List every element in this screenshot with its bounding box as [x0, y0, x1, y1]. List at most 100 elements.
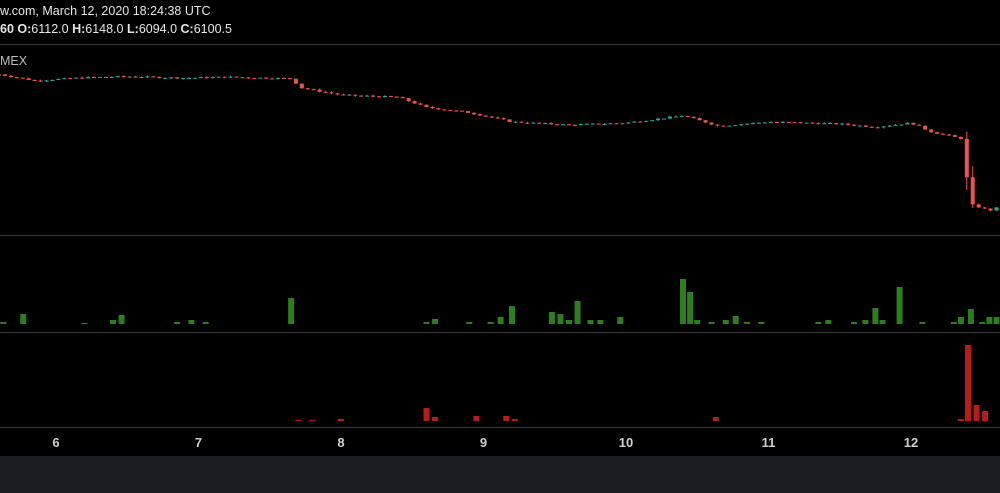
- candle-body: [561, 124, 566, 126]
- sell-volume-bar: [309, 420, 316, 421]
- candle-body: [745, 123, 750, 125]
- sell-volume-bar: [432, 417, 439, 421]
- buy-volume-bar: [566, 320, 572, 324]
- close-label: C:: [180, 22, 194, 36]
- close-value: 6100.5: [193, 22, 232, 36]
- buy-volume-bar: [967, 309, 974, 324]
- candle-body: [964, 138, 969, 178]
- candle-body: [359, 95, 364, 97]
- buy-volume-bar: [288, 298, 295, 324]
- candle-body: [335, 93, 340, 95]
- candle-body: [822, 123, 827, 125]
- buy-volume-bar: [432, 319, 439, 324]
- candle-body: [472, 112, 476, 115]
- candle-body: [92, 76, 96, 78]
- candle-body: [952, 135, 957, 137]
- candle-body: [454, 110, 459, 112]
- buy-volume-bar: [202, 322, 209, 324]
- buy-volume-bar: [20, 314, 27, 324]
- candle-body: [365, 95, 370, 97]
- low-value: 6094.0: [138, 22, 178, 36]
- candle-body: [970, 177, 975, 205]
- candle-body: [590, 123, 595, 125]
- buy-volume-bar: [694, 320, 701, 324]
- candle-body: [353, 94, 358, 96]
- candle-body: [614, 123, 619, 125]
- candle-body: [377, 96, 381, 98]
- candle-body: [703, 120, 708, 123]
- candle-body: [762, 122, 767, 124]
- buy-volume-bar: [957, 317, 964, 324]
- buy-volume-bar: [174, 322, 181, 324]
- candle-body: [709, 122, 714, 125]
- chart-source-line: w.com, March 12, 2020 18:24:38 UTC: [0, 4, 211, 18]
- buy-volume-bar: [509, 306, 515, 324]
- candle-body: [151, 76, 156, 78]
- candle-body: [798, 122, 803, 124]
- candle-body: [673, 116, 678, 118]
- candle-body: [258, 77, 263, 79]
- candle-body: [929, 129, 934, 133]
- candle-body: [923, 125, 928, 130]
- candle-body: [371, 95, 376, 97]
- candle-body: [26, 78, 31, 80]
- buy-volume-bar: [423, 322, 430, 324]
- candle-body: [86, 76, 91, 79]
- candle-body: [270, 78, 275, 80]
- candle-body: [899, 124, 904, 126]
- candle-body: [80, 77, 85, 79]
- candle-body: [418, 103, 423, 105]
- sell-volume-bar: [473, 416, 480, 421]
- candle-body: [852, 124, 856, 126]
- candle-body: [620, 123, 625, 125]
- x-tick-label: 6: [52, 435, 59, 450]
- sell-volume-bar: [338, 419, 344, 421]
- candle-body: [608, 123, 613, 125]
- candle-body: [650, 120, 655, 122]
- candle-body: [276, 77, 281, 79]
- candle-body: [204, 77, 209, 79]
- sell-volume-bar: [511, 419, 518, 421]
- candle-body: [941, 133, 946, 135]
- candle-body: [430, 106, 435, 109]
- candle-body: [341, 94, 346, 96]
- candle-body: [578, 124, 583, 126]
- candle-body: [626, 122, 631, 124]
- candle-body: [97, 76, 102, 78]
- candle-body: [846, 123, 851, 125]
- symbol-label: MEX: [0, 54, 28, 68]
- sell-volume-bar: [982, 411, 989, 421]
- candle-body: [8, 75, 13, 78]
- price-chart[interactable]: 6 7 8 9 10 11 12: [0, 0, 1000, 456]
- candle-body: [857, 125, 862, 127]
- candle-body: [572, 124, 577, 126]
- candle-body: [127, 76, 132, 78]
- candle-body: [501, 118, 506, 120]
- candle-body: [757, 122, 761, 124]
- chart-footer-bar: [0, 456, 1000, 493]
- candle-body: [816, 123, 821, 125]
- buy-volume-bar: [862, 320, 869, 324]
- candle-body: [74, 77, 79, 79]
- candle-body: [513, 121, 518, 123]
- candle-body: [311, 89, 316, 91]
- buy-volume-bar: [708, 322, 715, 324]
- candle-body: [656, 118, 661, 121]
- candle-body: [44, 80, 49, 82]
- buy-volume-bar: [574, 301, 581, 324]
- candle-body: [875, 127, 880, 129]
- buy-volume-bar: [487, 322, 494, 324]
- buy-volume-bar: [188, 320, 195, 324]
- candle-body: [198, 77, 203, 79]
- candle-body: [739, 124, 744, 126]
- buy-volume-bar: [617, 317, 624, 324]
- candle-body: [210, 77, 215, 79]
- candle-body: [329, 92, 334, 94]
- candle-body: [483, 115, 488, 117]
- x-tick-label: 9: [480, 435, 487, 450]
- buy-volume-bar: [722, 320, 729, 324]
- candle-body: [68, 78, 73, 80]
- candle-body: [751, 122, 756, 124]
- buy-volume-bar: [979, 322, 986, 324]
- ohlc-readout: 60 O:6112.0 H:6148.0 L:6094.0 C:6100.5: [0, 22, 232, 36]
